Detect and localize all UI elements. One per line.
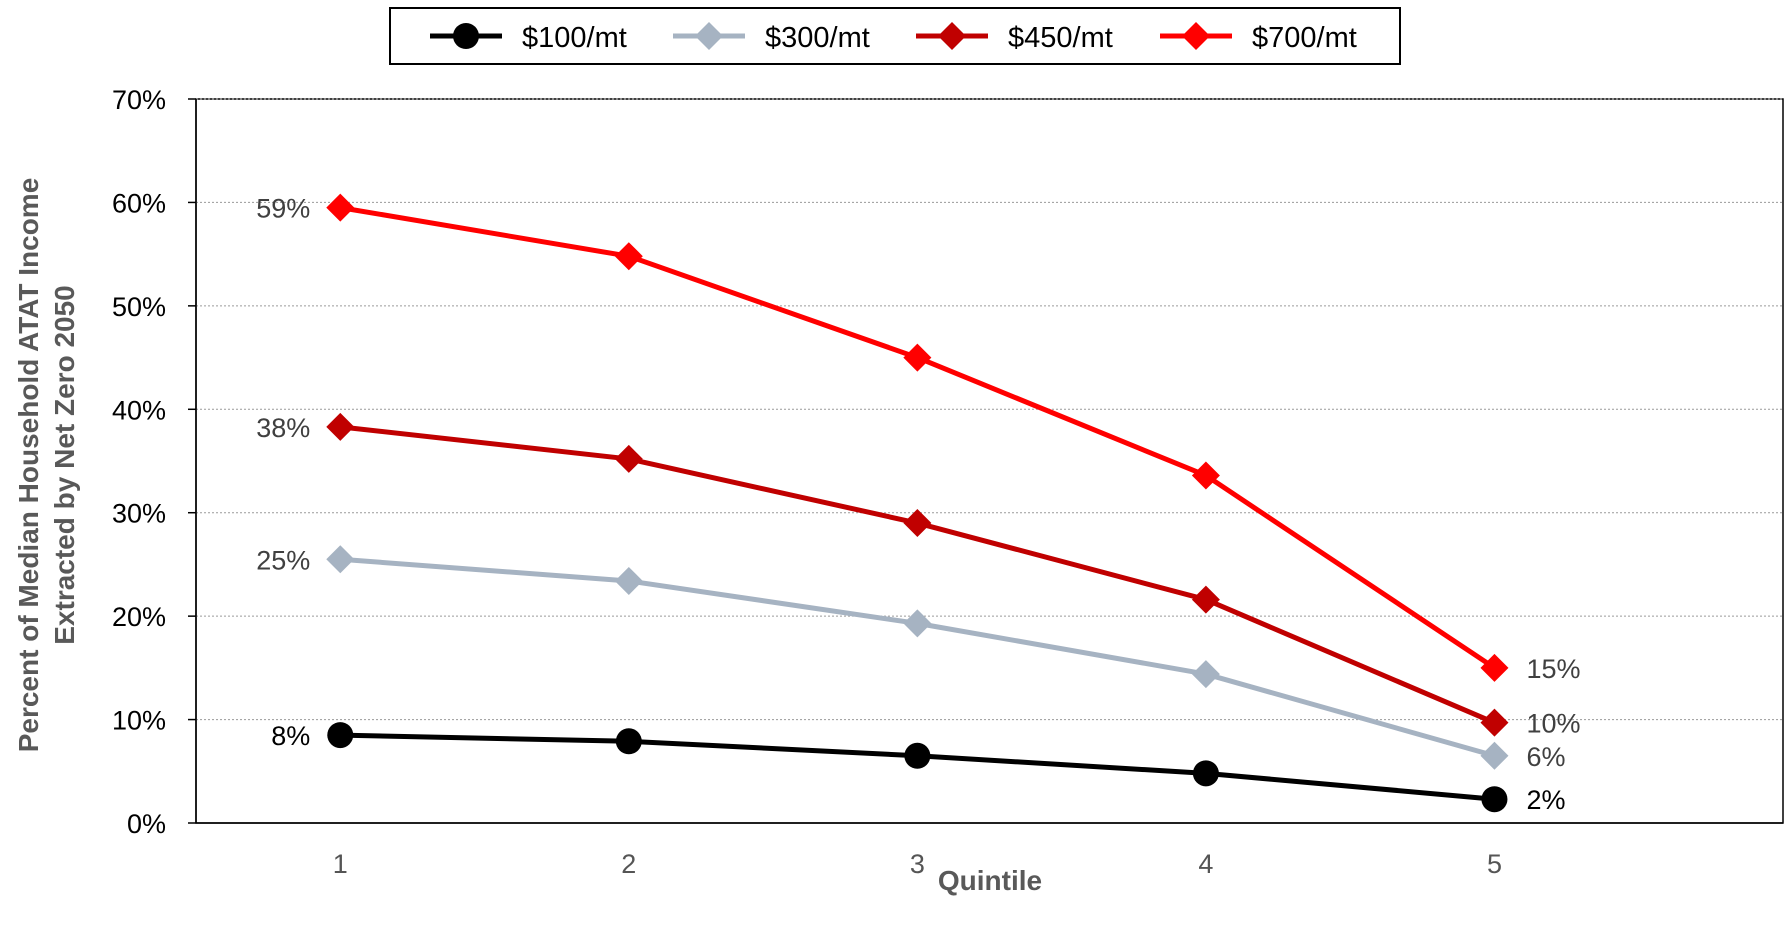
data-point — [1480, 653, 1509, 682]
data-point — [327, 722, 354, 749]
data-label-last: 2% — [1526, 785, 1565, 815]
data-point — [1191, 660, 1220, 689]
axes — [195, 99, 1783, 824]
data-point — [1192, 760, 1219, 787]
series-line — [339, 205, 1496, 670]
data-point — [1480, 741, 1509, 770]
data-point — [695, 22, 723, 50]
data-label-first: 59% — [256, 194, 310, 224]
data-point — [1480, 708, 1509, 737]
y-axis-title-line-2: Extracted by Net Zero 2050 — [49, 285, 80, 645]
data-labels: 8% 2% 25% 6% 38% 10% 59% 15% — [256, 194, 1580, 816]
data-point — [1182, 22, 1210, 50]
data-label-first: 38% — [256, 413, 310, 443]
series-700mt — [326, 193, 1509, 682]
data-label-last: 15% — [1526, 654, 1580, 684]
y-tick-label: 40% — [112, 395, 166, 425]
data-point — [453, 23, 479, 49]
data-point — [938, 22, 966, 50]
legend-label: $100/mt — [522, 22, 627, 54]
x-ticks: 1 2 3 4 5 — [333, 849, 1502, 879]
x-tick-label: 3 — [910, 849, 925, 879]
legend-item: $450/mt — [916, 22, 1113, 54]
data-point — [904, 742, 931, 769]
data-point — [1191, 585, 1220, 614]
y-tick-label: 0% — [127, 809, 166, 839]
data-point — [1191, 461, 1220, 490]
y-tick-label: 50% — [112, 292, 166, 322]
data-point — [1481, 786, 1508, 813]
legend-item: $300/mt — [673, 22, 870, 54]
data-point — [326, 412, 355, 441]
series-300mt — [326, 545, 1509, 770]
data-point — [614, 444, 643, 473]
data-label-first: 8% — [271, 721, 310, 751]
data-point — [326, 545, 355, 574]
series-100mt — [327, 722, 1508, 813]
x-axis-title: Quintile — [938, 865, 1042, 896]
legend: $100/mt $300/mt $450/mt $700/mt — [389, 7, 1401, 65]
series-450mt — [326, 412, 1509, 737]
data-point — [903, 509, 932, 538]
y-ticks: 0% 10% 20% 30% 40% 50% 60% 70% — [112, 85, 196, 839]
x-tick-label: 1 — [333, 849, 348, 879]
legend-item: $700/mt — [1160, 22, 1357, 54]
y-axis-title-line-1: Percent of Median Household ATAT Income — [13, 178, 44, 753]
series-layer — [326, 193, 1509, 813]
legend-label: $300/mt — [765, 22, 870, 54]
y-tick-label: 10% — [112, 706, 166, 736]
x-tick-label: 4 — [1198, 849, 1213, 879]
gridlines — [196, 98, 1783, 721]
x-tick-label: 2 — [621, 849, 636, 879]
y-tick-label: 60% — [112, 188, 166, 218]
data-label-last: 6% — [1526, 742, 1565, 772]
legend-label: $700/mt — [1252, 22, 1357, 54]
y-tick-label: 30% — [112, 499, 166, 529]
series-line — [340, 556, 1496, 759]
data-label-last: 10% — [1526, 709, 1580, 739]
data-point — [903, 609, 932, 638]
legend-label: $450/mt — [1008, 22, 1113, 54]
x-tick-label: 5 — [1487, 849, 1502, 879]
data-point — [614, 242, 643, 271]
legend-item: $100/mt — [430, 22, 627, 54]
data-point — [615, 728, 642, 755]
data-label-first: 25% — [256, 545, 310, 575]
y-tick-label: 20% — [112, 602, 166, 632]
data-point — [326, 193, 355, 222]
data-point — [903, 343, 932, 372]
y-tick-label: 70% — [112, 85, 166, 115]
data-point — [614, 566, 643, 595]
